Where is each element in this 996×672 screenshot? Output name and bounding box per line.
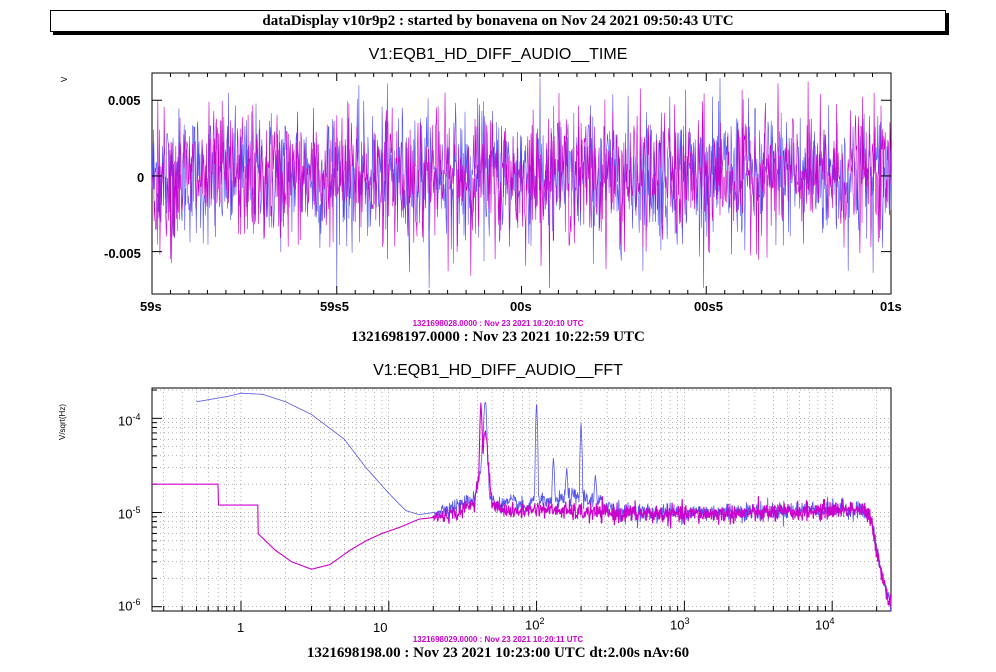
fft-series-line	[196, 392, 892, 612]
fft-plot	[151, 387, 892, 612]
time-x-tick-label: 00s	[510, 299, 532, 314]
fft-plot-title: V1:EQB1_HD_DIFF_AUDIO__FFT	[373, 362, 623, 379]
time-y-tick-label: 0.005	[108, 93, 141, 108]
fft-y-tick-label: 10-5	[118, 505, 141, 522]
fft-y-tick-label: 10-6	[118, 597, 141, 614]
time-x-tick-label: 59s	[140, 299, 162, 314]
time-x-tick-label: 59s5	[320, 299, 349, 314]
fft-x-tick-label: 10	[373, 620, 388, 635]
fft-x-tick-label: 104	[815, 616, 835, 633]
fft-y-tick-label: 10-4	[118, 412, 141, 429]
time-plot-title: V1:EQB1_HD_DIFF_AUDIO__TIME	[368, 46, 628, 63]
time-x-tick-label: 00s5	[694, 299, 723, 314]
time-y-tick-label: 0	[137, 170, 145, 185]
time-plot	[151, 72, 892, 295]
time-series-line	[151, 78, 892, 289]
fft-x-tick-label: 102	[525, 616, 545, 633]
fft-ref-timestamp: 1321698029.0000 : Nov 23 2021 10:20:11 U…	[412, 635, 584, 644]
time-x-tick-label: 01s	[880, 299, 902, 314]
time-timestamp: 1321698197.0000 : Nov 23 2021 10:22:59 U…	[351, 329, 645, 345]
fft-x-tick-label: 103	[670, 616, 690, 633]
fft-series-line	[152, 402, 892, 609]
app-title-banner: dataDisplay v10r9p2 : started by bonaven…	[50, 10, 946, 32]
fft-timestamp: 1321698198.00 : Nov 23 2021 10:23:00 UTC…	[306, 645, 690, 661]
time-y-tick-label: -0.005	[104, 246, 141, 261]
time-ref-timestamp: 1321698028.0000 : Nov 23 2021 10:20:10 U…	[412, 319, 584, 328]
fft-plot-frame	[151, 387, 892, 612]
time-series-line	[151, 81, 892, 289]
fft-x-tick-label: 1	[237, 620, 245, 635]
